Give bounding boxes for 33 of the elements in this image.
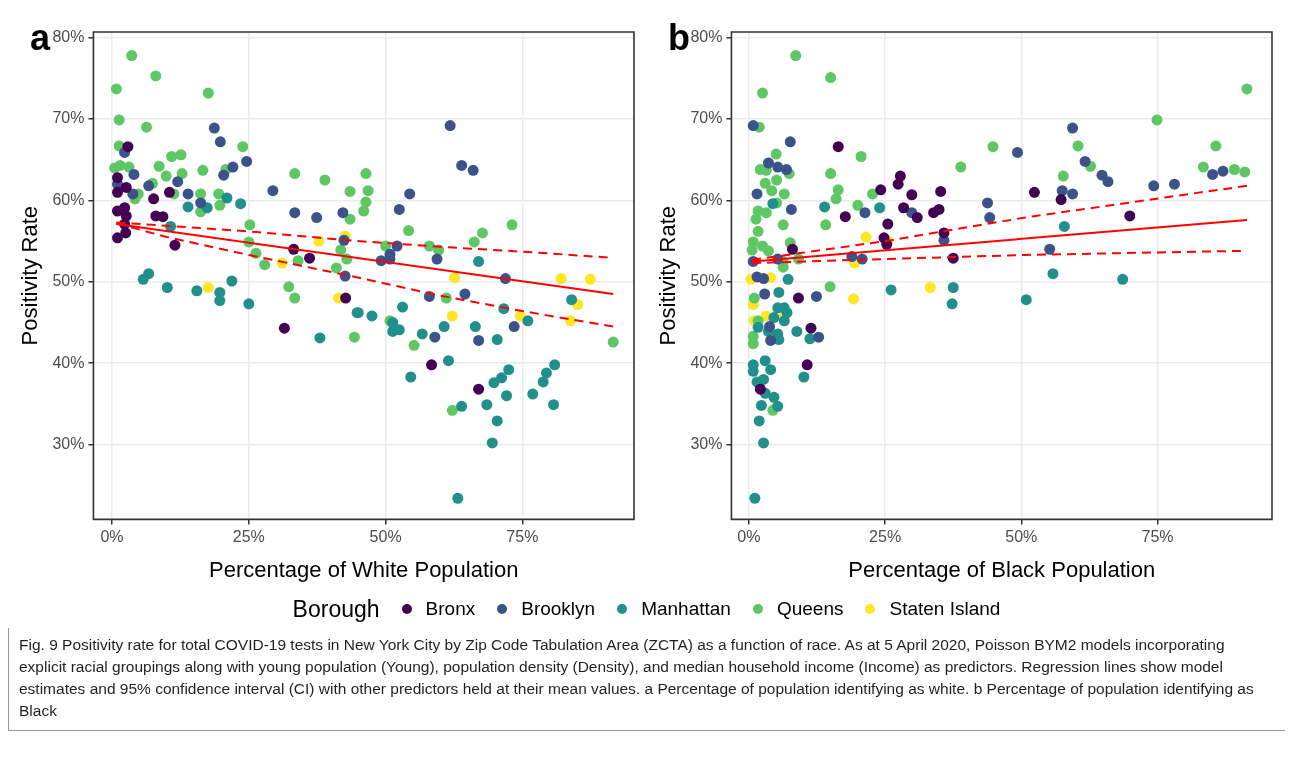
legend-title: Borough	[292, 595, 380, 623]
y-tick-label: 50%	[52, 272, 85, 290]
y-tick-label: 60%	[690, 190, 723, 208]
y-tick-label: 40%	[52, 353, 85, 371]
x-tick-label: 25%	[232, 528, 265, 546]
legend-label: Bronx	[425, 598, 476, 620]
x-axis-title: Percentage of Black Population	[848, 556, 1156, 582]
x-axis-title: Percentage of White Population	[209, 556, 519, 582]
y-tick-label: 80%	[690, 28, 723, 46]
y-tick-label: 70%	[52, 109, 85, 127]
chart-title: b	[668, 17, 690, 58]
chart-title: a	[30, 17, 51, 58]
legend-label: Brooklyn	[521, 598, 596, 620]
x-tick-label: 25%	[869, 528, 902, 546]
y-tick-label: 70%	[690, 109, 723, 127]
x-tick-label: 75%	[1141, 528, 1174, 546]
caption: Fig. 9 Positivity rate for total COVID-19 tests in New York City by Zip Code Tabulation Area (ZCTA) as a function of race. As at 5 April 2020, Poisson BYM2 models incorporating explicit racial groupings along with young population (Young), population density (Density), and median household income (Income) as predictors. Regression lines show model estimates and 95% confidence interval (CI) with other predictors held at their mean values. a Percentage of population identifying as white. b Percentage of population identifying as Black	[8, 628, 1285, 731]
y-tick-label: 30%	[52, 434, 85, 452]
y-axis-title: Positivity Rate	[17, 206, 43, 346]
y-axis-title: Positivity Rate	[655, 206, 681, 346]
x-tick-label: 50%	[369, 528, 402, 546]
legend-label: Staten Island	[889, 598, 1001, 620]
x-tick-label: 50%	[1005, 528, 1038, 546]
legend-label: Manhattan	[641, 598, 731, 620]
y-tick-label: 30%	[690, 434, 723, 452]
x-tick-label: 75%	[506, 528, 539, 546]
x-tick-label: 0%	[737, 528, 761, 546]
x-tick-label: 0%	[100, 528, 124, 546]
y-tick-label: 40%	[690, 353, 723, 371]
legend-label: Queens	[776, 598, 844, 620]
y-tick-label: 80%	[52, 28, 85, 46]
y-tick-label: 60%	[52, 190, 85, 208]
y-tick-label: 50%	[690, 272, 723, 290]
